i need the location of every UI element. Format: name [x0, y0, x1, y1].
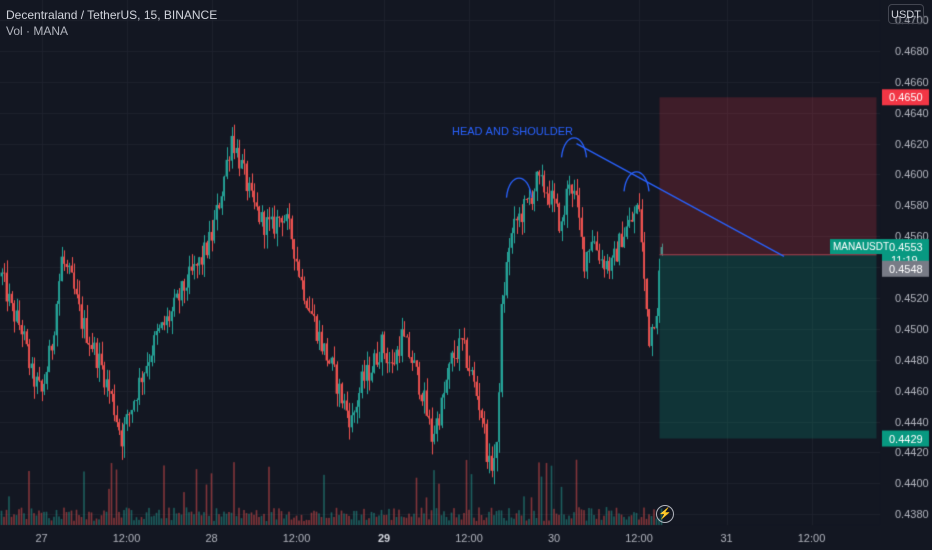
currency-button[interactable]: USDT [888, 4, 924, 24]
lightning-icon[interactable]: ⚡ [656, 505, 674, 523]
volume-legend: Vol · MANA [6, 24, 69, 38]
chart-title: Decentraland / TetherUS, 15, BINANCE [6, 8, 218, 22]
